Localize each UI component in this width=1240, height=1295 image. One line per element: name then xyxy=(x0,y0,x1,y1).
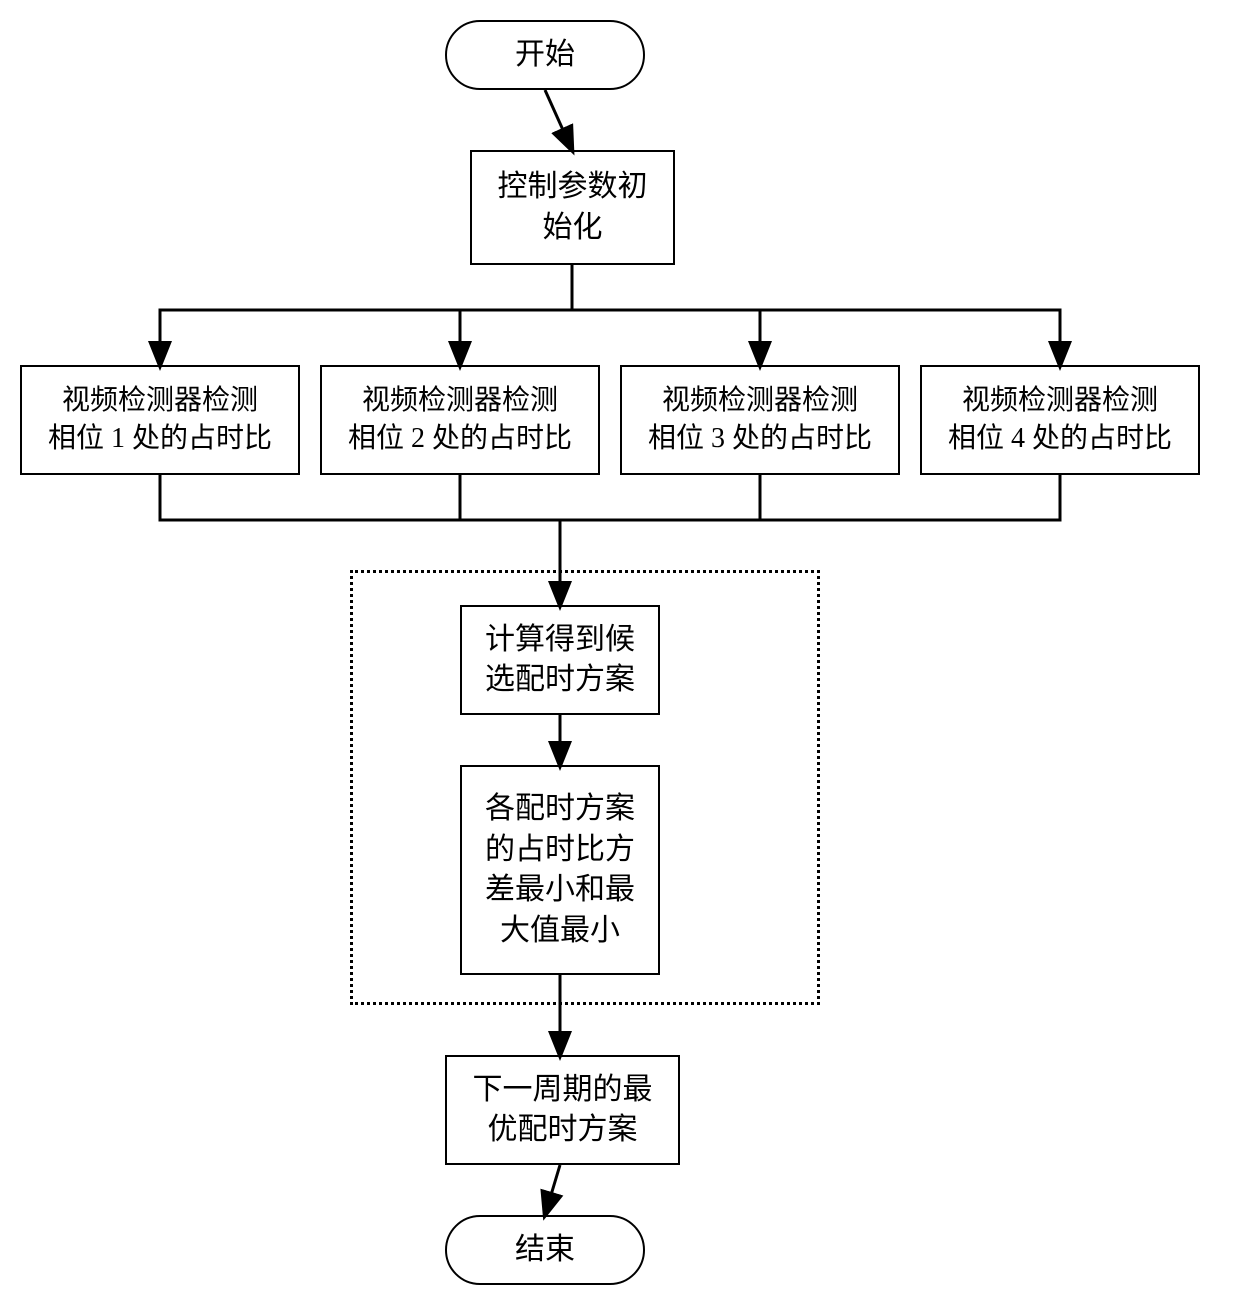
start-node: 开始 xyxy=(445,20,645,90)
calc-label: 计算得到候选配时方案 xyxy=(485,620,635,701)
end-node: 结束 xyxy=(445,1215,645,1285)
detector-4-label: 视频检测器检测相位 4 处的占时比 xyxy=(948,382,1172,458)
detector-2-label: 视频检测器检测相位 2 处的占时比 xyxy=(348,382,572,458)
next-cycle-label: 下一周期的最优配时方案 xyxy=(473,1070,653,1151)
end-label: 结束 xyxy=(515,1230,575,1271)
init-label: 控制参数初始化 xyxy=(498,167,648,248)
detector-3-label: 视频检测器检测相位 3 处的占时比 xyxy=(648,382,872,458)
calc-node: 计算得到候选配时方案 xyxy=(460,605,660,715)
detector-1-label: 视频检测器检测相位 1 处的占时比 xyxy=(48,382,272,458)
flowchart-canvas: 开始 控制参数初始化 视频检测器检测相位 1 处的占时比 视频检测器检测相位 2… xyxy=(0,0,1240,1295)
variance-label: 各配时方案的占时比方差最小和最大值最小 xyxy=(485,789,635,951)
detector-3-node: 视频检测器检测相位 3 处的占时比 xyxy=(620,365,900,475)
detector-4-node: 视频检测器检测相位 4 处的占时比 xyxy=(920,365,1200,475)
detector-1-node: 视频检测器检测相位 1 处的占时比 xyxy=(20,365,300,475)
next-cycle-node: 下一周期的最优配时方案 xyxy=(445,1055,680,1165)
detector-2-node: 视频检测器检测相位 2 处的占时比 xyxy=(320,365,600,475)
variance-node: 各配时方案的占时比方差最小和最大值最小 xyxy=(460,765,660,975)
start-label: 开始 xyxy=(515,35,575,76)
init-node: 控制参数初始化 xyxy=(470,150,675,265)
